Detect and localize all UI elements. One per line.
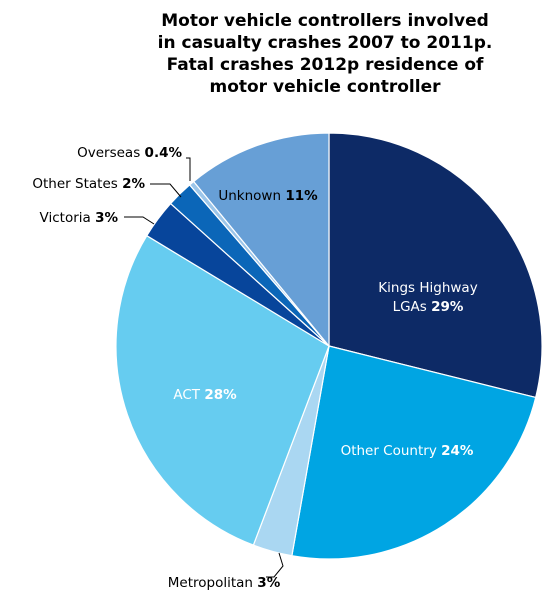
leader-line-metropolitan (266, 552, 284, 578)
chart-title-line: in casualty crashes 2007 to 2011p. (157, 33, 493, 53)
slice-label-other-country: Other Country 24% (341, 443, 474, 459)
chart-title-line: Fatal crashes 2012p residence of (166, 55, 484, 75)
slice-label-metropolitan: Metropolitan 3% (168, 575, 281, 591)
pie-slice-kings-highway-lgas (328, 132, 543, 399)
chart-title: Motor vehicle controllers involved in ca… (130, 10, 520, 98)
slice-label-kings-highway-lgas: Kings Highway LGAs 29% (378, 280, 477, 315)
slice-label-unknown: Unknown 11% (218, 188, 318, 204)
pie-slice-other-country (291, 345, 537, 560)
leader-line-overseas (186, 157, 191, 181)
chart-title-line: motor vehicle controller (209, 77, 441, 97)
slice-label-overseas: Overseas 0.4% (77, 145, 182, 161)
pie-slice-unknown (192, 132, 330, 348)
chart-title-line: Motor vehicle controllers involved (161, 11, 489, 31)
slice-label-other-states: Other States 2% (32, 176, 145, 192)
pie-slice-act (115, 234, 330, 546)
leader-line-victoria (124, 216, 155, 225)
slice-label-act: ACT 28% (173, 387, 237, 403)
slice-label-victoria: Victoria 3% (40, 210, 119, 226)
leader-line-other-states (150, 183, 182, 198)
